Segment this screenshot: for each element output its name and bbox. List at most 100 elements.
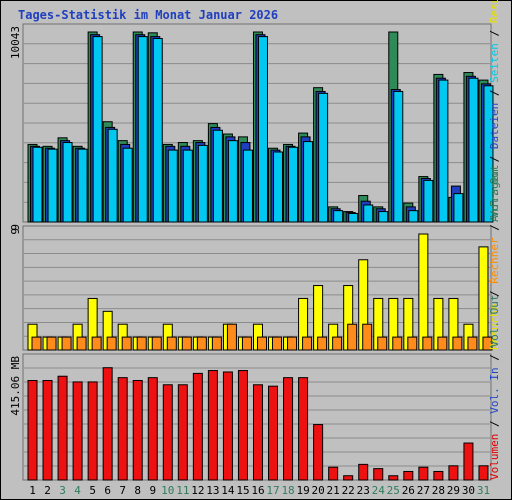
- x-tick-label-5: 5: [89, 484, 96, 497]
- bar-volume-volumen-3: [57, 375, 68, 481]
- bar-requests-seiten-19: [303, 141, 314, 223]
- bar-volume-volumen-12: [192, 372, 203, 481]
- x-tick-label-30: 30: [462, 484, 475, 497]
- bar-visits-rechner-23: [362, 323, 373, 351]
- x-tick-label-28: 28: [432, 484, 445, 497]
- bar-visits-besuche-27: [418, 233, 429, 351]
- bar-visits-rechner-28: [437, 336, 448, 351]
- bar-visits-rechner-10: [166, 336, 177, 351]
- x-tick-label-1: 1: [29, 484, 36, 497]
- bar-visits-rechner-19: [302, 336, 313, 351]
- bar-requests-seiten-25: [393, 90, 404, 223]
- bar-requests-seiten-9: [152, 37, 163, 223]
- legend-part-volume-4: Vol. Out: [488, 295, 501, 348]
- bar-visits-rechner-18: [287, 336, 298, 351]
- legend-label-requests: Anfragen / Dateien / Seiten / Besuche: [488, 0, 501, 222]
- bar-volume-volumen-9: [147, 377, 158, 481]
- x-tick-label-21: 21: [327, 484, 340, 497]
- x-tick-label-26: 26: [402, 484, 415, 497]
- bar-visits-rechner-26: [407, 336, 418, 351]
- bar-volume-volumen-24: [373, 468, 384, 481]
- axis-labels: 10043 9 Anfragen / Dateien / Seiten / Besu…: [9, 0, 501, 480]
- legend-part-volume-3: /: [488, 348, 501, 368]
- bar-requests-seiten-27: [423, 179, 434, 223]
- y-min-label-requests: 9: [9, 224, 22, 231]
- x-tick-label-31: 31: [477, 484, 490, 497]
- legend-part-visits-3: /: [488, 218, 501, 238]
- bar-requests-seiten-29: [453, 193, 464, 223]
- x-tick-label-12: 12: [191, 484, 204, 497]
- bar-visits-rechner-14: [226, 323, 237, 351]
- bar-volume-volumen-20: [313, 424, 324, 481]
- bar-requests-seiten-11: [182, 149, 193, 223]
- bar-volume-volumen-8: [132, 379, 143, 481]
- bar-volume-volumen-31: [478, 465, 489, 481]
- bar-requests-seiten-31: [483, 85, 494, 223]
- bar-visits-rechner-20: [317, 336, 328, 351]
- legend-part-requests-3: /: [488, 83, 501, 103]
- bar-visits-rechner-21: [332, 336, 343, 351]
- bar-visits-rechner-4: [76, 336, 87, 351]
- bar-requests-seiten-2: [47, 148, 58, 223]
- bar-requests-seiten-17: [273, 151, 284, 223]
- bar-requests-seiten-1: [32, 146, 43, 223]
- bar-visits-rechner-3: [61, 336, 72, 351]
- bar-visits-rechner-25: [392, 336, 403, 351]
- x-tick-label-27: 27: [417, 484, 430, 497]
- x-axis-tick-labels: 1 2 3 4 5 6 7 8 9 10 11 12 13 14 15 16 17 18 19 20 21 22 23 24 2…: [29, 484, 490, 497]
- bar-requests-seiten-16: [257, 36, 268, 223]
- bar-volume-volumen-4: [72, 381, 83, 481]
- bar-visits-rechner-15: [241, 336, 252, 351]
- x-tick-label-19: 19: [296, 484, 309, 497]
- bar-volume-volumen-17: [268, 385, 279, 481]
- bar-volume-volumen-1: [27, 379, 38, 481]
- bar-volume-volumen-23: [358, 463, 369, 481]
- bar-volume-volumen-27: [418, 466, 429, 481]
- bar-requests-seiten-18: [288, 146, 299, 223]
- legend-part-requests-4: Seiten: [488, 43, 501, 83]
- legend-part-requests-5: /: [488, 23, 501, 43]
- x-tick-label-16: 16: [251, 484, 264, 497]
- x-tick-label-9: 9: [149, 484, 156, 497]
- x-tick-label-29: 29: [447, 484, 460, 497]
- bar-visits-rechner-8: [136, 336, 147, 351]
- bar-volume-volumen-25: [388, 475, 399, 481]
- bar-volume-volumen-5: [87, 381, 98, 481]
- bar-visits-rechner-12: [196, 336, 207, 351]
- bar-requests-seiten-26: [408, 210, 419, 223]
- legend-label-visits: Besuche / Rechner / Vol. Out: [488, 165, 501, 350]
- legend-part-visits-2: Rechner: [488, 237, 501, 284]
- x-tick-label-13: 13: [206, 484, 219, 497]
- x-tick-label-22: 22: [342, 484, 355, 497]
- bar-requests-seiten-8: [137, 36, 148, 223]
- x-tick-label-15: 15: [236, 484, 249, 497]
- bar-visits-rechner-31: [482, 336, 493, 351]
- bar-volume-volumen-21: [328, 466, 339, 481]
- bar-visits-rechner-17: [272, 336, 283, 351]
- x-tick-label-3: 3: [59, 484, 66, 497]
- x-tick-label-23: 23: [357, 484, 370, 497]
- legend-part-requests-0: Anfragen: [488, 169, 501, 222]
- bar-requests-seiten-24: [378, 211, 389, 223]
- legend-part-requests-2: Dateien: [488, 103, 501, 149]
- bar-visits-rechner-6: [106, 336, 117, 351]
- bar-requests-seiten-23: [363, 204, 374, 223]
- legend-part-visits-0: Besuche: [488, 304, 501, 350]
- bar-requests-seiten-13: [212, 129, 223, 223]
- legend-part-visits-4: Vol. Out: [488, 165, 501, 218]
- bar-visits-rechner-16: [256, 336, 267, 351]
- x-tick-label-14: 14: [221, 484, 235, 497]
- bar-visits-rechner-2: [46, 336, 57, 351]
- bar-volume-volumen-26: [403, 470, 414, 481]
- bar-requests-seiten-6: [107, 128, 118, 223]
- legend-label-volume: Volumen / Vol. In / Vol. Out: [488, 295, 501, 480]
- y-max-label-visits: 9: [9, 228, 22, 235]
- bar-volume-volumen-2: [42, 379, 53, 481]
- x-tick-label-6: 6: [104, 484, 111, 497]
- legend-part-requests-1: /: [488, 149, 501, 169]
- bar-visits-besuche-31: [478, 246, 489, 351]
- bar-requests-seiten-7: [122, 147, 133, 223]
- bar-volume-volumen-30: [463, 442, 474, 481]
- bar-requests-seiten-10: [167, 149, 178, 223]
- chart-title: Tages-Statistik im Monat Januar 2026: [18, 8, 278, 22]
